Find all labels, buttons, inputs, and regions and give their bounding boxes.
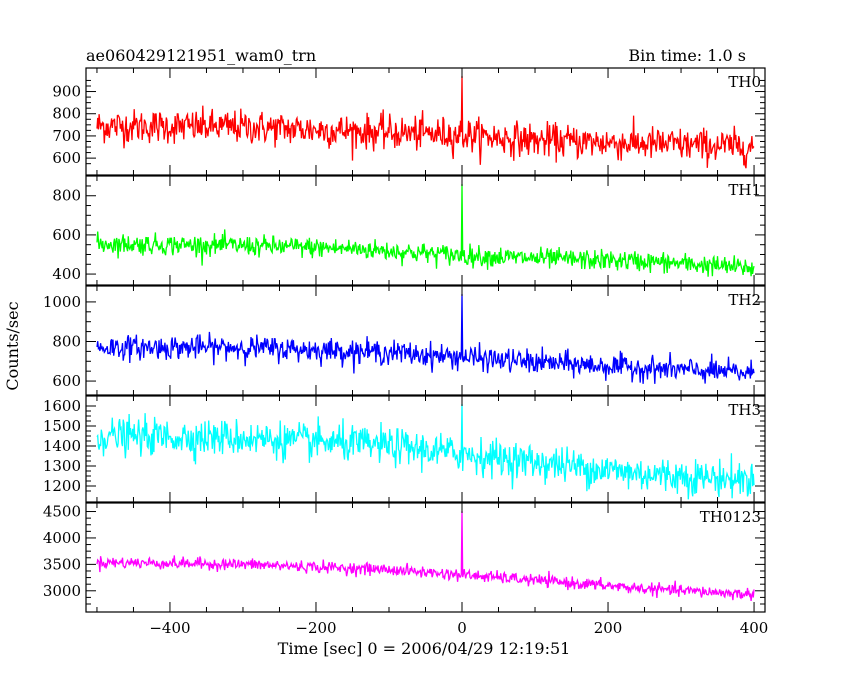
y-tick-label: 700 — [52, 127, 81, 145]
x-axis-label: Time [sec] 0 = 2006/04/29 12:19:51 — [278, 639, 571, 658]
y-tick-label: 600 — [52, 149, 81, 167]
y-axis-label: Counts/sec — [3, 301, 22, 390]
panel-label: TH2 — [728, 291, 761, 309]
panel-label: TH0 — [728, 73, 761, 91]
series-line-th2 — [96, 293, 755, 384]
y-tick-label: 1600 — [43, 397, 81, 415]
panel-frame — [85, 175, 766, 286]
x-tick-label: 0 — [457, 619, 467, 637]
y-tick-label: 1400 — [43, 437, 81, 455]
panel-frame — [85, 502, 766, 613]
x-axis: −400 −200 0 200 400 — [149, 619, 768, 637]
y-tick-label: 400 — [52, 265, 81, 283]
series-line-th1 — [96, 183, 755, 277]
bin-time-label: Bin time: 1.0 s — [628, 46, 746, 65]
y-tick-label: 1200 — [43, 477, 81, 495]
y-tick-label: 600 — [52, 372, 81, 390]
y-tick-label: 1000 — [43, 293, 81, 311]
y-tick-label: 900 — [52, 83, 81, 101]
series-line-th3 — [96, 403, 755, 500]
y-tick-label: 800 — [52, 105, 81, 123]
y-tick-label: 1300 — [43, 457, 81, 475]
x-tick-label: −200 — [295, 619, 336, 637]
panel-label: TH0123 — [700, 508, 761, 526]
panel-label: TH3 — [728, 401, 761, 419]
panels-group: 600 700 800 900 TH0 400 600 800 TH1 600 800 1000 TH2… — [43, 67, 766, 613]
y-tick-label: 3000 — [43, 582, 81, 600]
panel-th3: 1200 1300 1400 1500 1600 TH3 — [43, 395, 766, 503]
y-tick-label: 600 — [52, 226, 81, 244]
y-tick-label: 3500 — [43, 555, 81, 573]
y-tick-label: 4000 — [43, 529, 81, 547]
y-tick-label: 800 — [52, 332, 81, 350]
panel-label: TH1 — [728, 181, 761, 199]
y-tick-label: 1500 — [43, 417, 81, 435]
panel-th0123: 3000 3500 4000 4500 TH0123 — [43, 502, 766, 613]
panel-th1: 400 600 800 TH1 — [52, 175, 766, 286]
chart-title: ae060429121951_wam0_trn — [86, 46, 316, 65]
x-tick-label: 400 — [740, 619, 769, 637]
y-tick-label: 4500 — [43, 503, 81, 521]
y-tick-label: 800 — [52, 187, 81, 205]
x-tick-label: −400 — [149, 619, 190, 637]
series-line-th0 — [96, 75, 755, 169]
series-line-th0123 — [96, 510, 755, 601]
panel-th2: 600 800 1000 TH2 — [43, 285, 766, 396]
x-tick-label: 200 — [594, 619, 623, 637]
panel-frame — [85, 285, 766, 396]
panel-th0: 600 700 800 900 TH0 — [52, 67, 766, 176]
